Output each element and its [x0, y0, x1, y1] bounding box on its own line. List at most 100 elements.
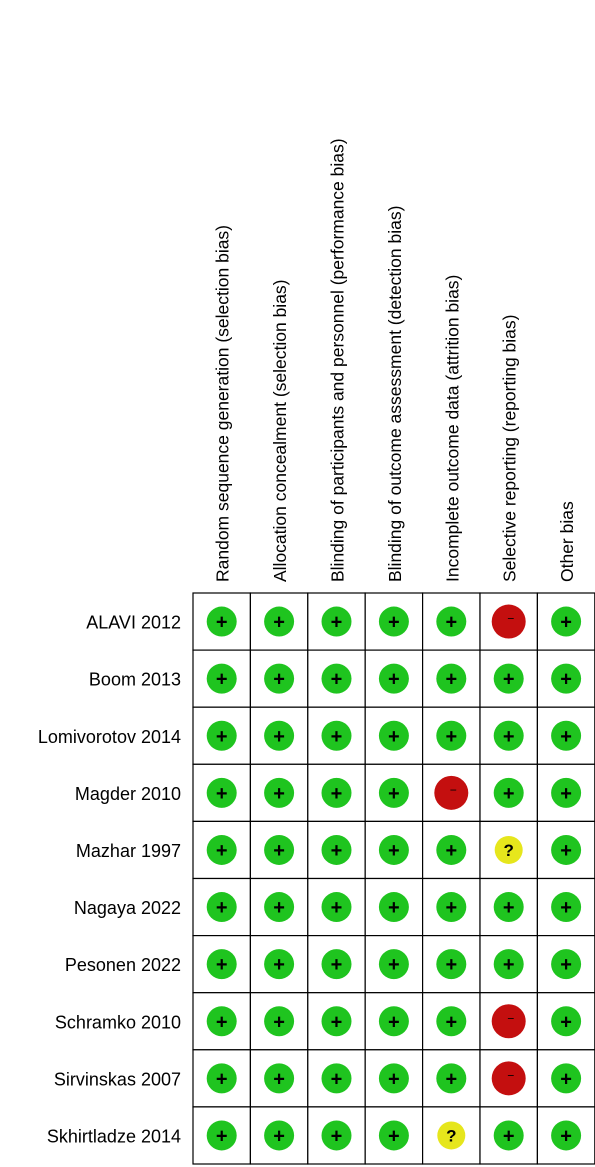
low-risk-marker — [321, 720, 352, 751]
row-labels: ALAVI 2012 Boom 2013 Lomivorotov 2014 Magde… — [38, 613, 181, 1147]
rating-symbol: + — [216, 1011, 228, 1033]
rating-symbol: + — [560, 612, 572, 634]
low-risk-marker — [378, 663, 409, 694]
rating-symbol: + — [388, 669, 400, 691]
low-risk-marker — [206, 1063, 237, 1094]
low-risk-marker — [206, 663, 237, 694]
unclear-risk-marker — [437, 1121, 466, 1150]
rating-symbol: + — [560, 726, 572, 748]
rating-symbol: + — [273, 1068, 285, 1090]
column-header: Blinding of outcome assessment (detectio… — [385, 206, 405, 582]
rating-symbol: + — [331, 1068, 343, 1090]
low-risk-marker — [551, 720, 582, 751]
rating-symbol: + — [388, 783, 400, 805]
rating-symbol: + — [331, 1125, 343, 1147]
low-risk-marker — [264, 834, 295, 865]
low-risk-marker — [378, 1006, 409, 1037]
high-risk-marker — [491, 604, 526, 639]
rating-symbol: − — [507, 1068, 514, 1082]
rating-symbol: − — [450, 783, 457, 797]
rating-cell — [364, 763, 424, 822]
low-risk-marker — [436, 663, 467, 694]
rating-symbol: + — [388, 897, 400, 919]
study-label: Schramko 2010 — [55, 1012, 181, 1032]
rating-symbol: + — [388, 954, 400, 976]
study-label: Skhirtladze 2014 — [47, 1126, 181, 1146]
low-risk-marker — [493, 663, 524, 694]
low-risk-marker — [551, 606, 582, 637]
rating-symbol: + — [273, 897, 285, 919]
rating-symbol: + — [273, 1011, 285, 1033]
high-risk-marker — [491, 1004, 526, 1039]
high-risk-marker — [434, 775, 469, 810]
rating-symbol: + — [388, 726, 400, 748]
low-risk-marker — [551, 1120, 582, 1151]
rating-cell — [536, 763, 595, 822]
low-risk-marker — [264, 1063, 295, 1094]
rating-symbol: + — [216, 1125, 228, 1147]
rating-symbol: + — [331, 897, 343, 919]
rating-symbol: + — [445, 726, 457, 748]
low-risk-marker — [264, 892, 295, 923]
low-risk-marker — [206, 606, 237, 637]
rating-symbol: + — [331, 954, 343, 976]
rating-symbol: + — [388, 1011, 400, 1033]
rating-symbol: + — [331, 1011, 343, 1033]
rating-symbol: + — [216, 840, 228, 862]
rating-symbol: + — [331, 783, 343, 805]
low-risk-marker — [206, 949, 237, 980]
rating-symbol: + — [560, 897, 572, 919]
study-label: ALAVI 2012 — [86, 613, 181, 633]
low-risk-marker — [378, 834, 409, 865]
low-risk-marker — [436, 606, 467, 637]
rating-symbol: + — [560, 1011, 572, 1033]
low-risk-marker — [378, 1120, 409, 1151]
low-risk-marker — [493, 892, 524, 923]
low-risk-marker — [206, 720, 237, 751]
rating-symbol: + — [503, 897, 515, 919]
column-header: Random sequence generation (selection bi… — [213, 225, 233, 582]
low-risk-marker — [493, 1120, 524, 1151]
column-headers: Random sequence generation (selection bi… — [213, 138, 577, 582]
low-risk-marker — [264, 663, 295, 694]
high-risk-marker — [491, 1061, 526, 1096]
low-risk-marker — [321, 1063, 352, 1094]
rating-symbol: + — [560, 954, 572, 976]
low-risk-marker — [264, 720, 295, 751]
rating-symbol: + — [560, 1125, 572, 1147]
rating-cell — [479, 1106, 539, 1165]
low-risk-marker — [378, 892, 409, 923]
low-risk-marker — [436, 720, 467, 751]
rating-symbol: + — [388, 612, 400, 634]
rating-symbol: + — [273, 669, 285, 691]
low-risk-marker — [378, 606, 409, 637]
low-risk-marker — [378, 720, 409, 751]
rating-symbol: + — [503, 954, 515, 976]
rating-symbol: + — [331, 840, 343, 862]
column-header: Incomplete outcome data (attrition bias) — [442, 275, 462, 582]
low-risk-marker — [264, 949, 295, 980]
study-label: Nagaya 2022 — [74, 898, 181, 918]
rating-symbol: − — [507, 1011, 514, 1025]
low-risk-marker — [321, 777, 352, 808]
rating-symbol: + — [273, 1125, 285, 1147]
low-risk-marker — [206, 834, 237, 865]
rating-symbol: + — [216, 897, 228, 919]
low-risk-marker — [206, 1006, 237, 1037]
rating-symbol: + — [273, 840, 285, 862]
rating-symbol: + — [216, 612, 228, 634]
rating-symbol: + — [503, 1125, 515, 1147]
rating-symbol: ? — [446, 1126, 456, 1145]
rating-symbol: + — [445, 669, 457, 691]
low-risk-marker — [551, 949, 582, 980]
unclear-risk-marker — [494, 835, 523, 864]
low-risk-marker — [378, 777, 409, 808]
low-risk-marker — [321, 1120, 352, 1151]
rating-symbol: + — [560, 1068, 572, 1090]
low-risk-marker — [264, 1120, 295, 1151]
low-risk-marker — [436, 834, 467, 865]
low-risk-marker — [321, 663, 352, 694]
low-risk-marker — [264, 1006, 295, 1037]
rating-symbol: + — [273, 612, 285, 634]
rating-symbol: ? — [504, 841, 514, 860]
